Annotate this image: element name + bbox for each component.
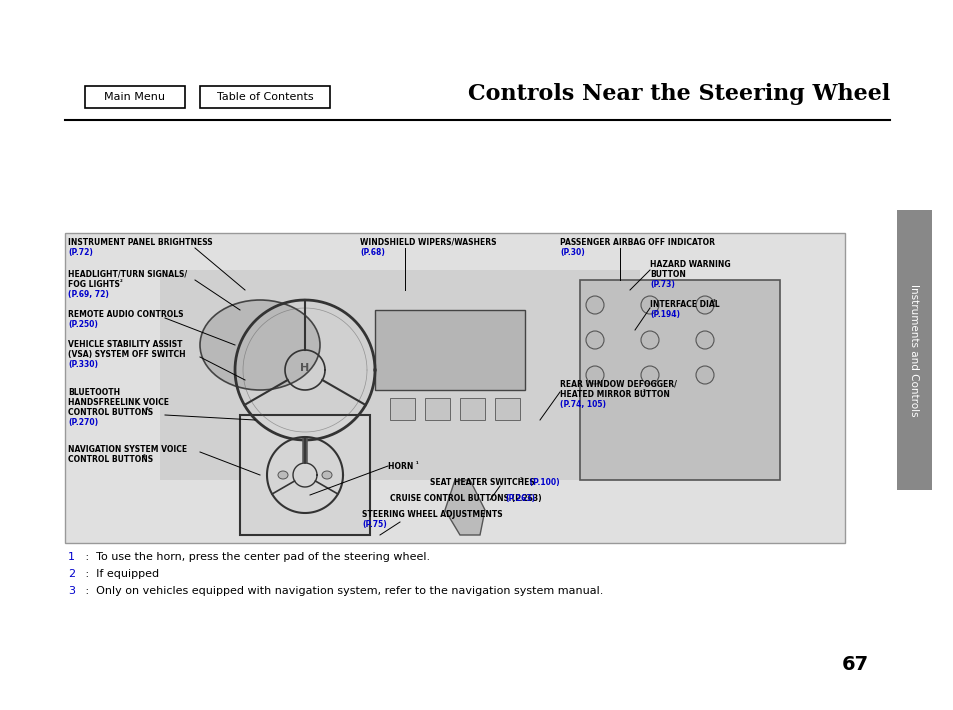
- Bar: [375, 310, 524, 390]
- Text: (P.74, 105): (P.74, 105): [559, 400, 605, 409]
- Text: CONTROL BUTTONS: CONTROL BUTTONS: [68, 455, 155, 464]
- Text: (P.68): (P.68): [359, 248, 384, 257]
- Bar: [390, 398, 415, 420]
- Text: PASSENGER AIRBAG OFF INDICATOR: PASSENGER AIRBAG OFF INDICATOR: [559, 238, 714, 247]
- Ellipse shape: [696, 296, 713, 314]
- Text: (P.75): (P.75): [361, 520, 386, 529]
- Text: Controls Near the Steering Wheel: Controls Near the Steering Wheel: [467, 83, 889, 105]
- Text: (P.194): (P.194): [649, 310, 679, 319]
- Ellipse shape: [640, 296, 659, 314]
- Text: ³: ³: [143, 455, 146, 460]
- Text: :  If equipped: : If equipped: [82, 569, 159, 579]
- Text: ²: ²: [519, 478, 522, 483]
- Text: (P.100): (P.100): [526, 478, 559, 487]
- Text: HEADLIGHT/TURN SIGNALS/: HEADLIGHT/TURN SIGNALS/: [68, 270, 187, 279]
- Text: REMOTE AUDIO CONTROLS: REMOTE AUDIO CONTROLS: [68, 310, 183, 319]
- Ellipse shape: [585, 366, 603, 384]
- Bar: [160, 270, 639, 480]
- Text: (P.69, 72): (P.69, 72): [68, 290, 109, 299]
- Bar: [459, 398, 484, 420]
- Text: CRUISE CONTROL BUTTONS (P.263): CRUISE CONTROL BUTTONS (P.263): [390, 494, 541, 503]
- Text: (P.72): (P.72): [68, 248, 92, 257]
- Bar: [896, 210, 931, 490]
- Ellipse shape: [277, 471, 288, 479]
- Bar: [240, 415, 370, 535]
- Text: BUTTON: BUTTON: [649, 270, 685, 279]
- Text: 67: 67: [841, 655, 867, 674]
- Ellipse shape: [640, 331, 659, 349]
- Bar: [65, 233, 844, 543]
- Text: INTERFACE DIAL: INTERFACE DIAL: [649, 300, 721, 309]
- Text: :  Only on vehicles equipped with navigation system, refer to the navigation sys: : Only on vehicles equipped with navigat…: [82, 586, 602, 596]
- Text: 2: 2: [68, 569, 75, 579]
- Ellipse shape: [322, 471, 332, 479]
- Text: CONTROL BUTTONS: CONTROL BUTTONS: [68, 408, 155, 417]
- Text: REAR WINDOW DEFOGGER/: REAR WINDOW DEFOGGER/: [559, 380, 677, 389]
- Ellipse shape: [585, 331, 603, 349]
- Bar: [424, 398, 450, 420]
- Text: FOG LIGHTS: FOG LIGHTS: [68, 280, 122, 289]
- Text: Table of Contents: Table of Contents: [216, 92, 313, 102]
- Ellipse shape: [640, 366, 659, 384]
- Ellipse shape: [200, 300, 319, 390]
- Text: SEAT HEATER SWITCHES: SEAT HEATER SWITCHES: [430, 478, 537, 487]
- Text: Main Menu: Main Menu: [105, 92, 165, 102]
- Text: :  To use the horn, press the center pad of the steering wheel.: : To use the horn, press the center pad …: [82, 552, 430, 562]
- Text: ²: ²: [146, 408, 149, 413]
- Text: WINDSHIELD WIPERS/WASHERS: WINDSHIELD WIPERS/WASHERS: [359, 238, 496, 247]
- Text: (P.73): (P.73): [649, 280, 674, 289]
- Text: (P.263): (P.263): [504, 494, 535, 503]
- Ellipse shape: [585, 296, 603, 314]
- Text: HEATED MIRROR BUTTON: HEATED MIRROR BUTTON: [559, 390, 672, 399]
- Text: HANDSFREELINK VOICE: HANDSFREELINK VOICE: [68, 398, 169, 407]
- Polygon shape: [444, 480, 484, 535]
- Text: 1: 1: [68, 552, 75, 562]
- Text: (P.270): (P.270): [68, 418, 98, 427]
- Text: ³: ³: [712, 300, 715, 305]
- Ellipse shape: [696, 331, 713, 349]
- Text: ²: ²: [642, 390, 645, 395]
- Text: HAZARD WARNING: HAZARD WARNING: [649, 260, 730, 269]
- Text: 3: 3: [68, 586, 75, 596]
- Text: H: H: [300, 363, 310, 373]
- Bar: [495, 398, 519, 420]
- Text: HORN: HORN: [388, 462, 416, 471]
- Text: (P.30): (P.30): [559, 248, 584, 257]
- Text: BLUETOOTH: BLUETOOTH: [68, 388, 120, 397]
- Text: ¹: ¹: [416, 462, 418, 467]
- Bar: [579, 280, 780, 480]
- Text: STEERING WHEEL ADJUSTMENTS: STEERING WHEEL ADJUSTMENTS: [361, 510, 502, 519]
- Text: (P.330): (P.330): [68, 360, 98, 369]
- Text: ²: ²: [120, 280, 123, 285]
- Text: (P.250): (P.250): [68, 320, 98, 329]
- Text: VEHICLE STABILITY ASSIST: VEHICLE STABILITY ASSIST: [68, 340, 182, 349]
- Text: (VSA) SYSTEM OFF SWITCH: (VSA) SYSTEM OFF SWITCH: [68, 350, 186, 359]
- Text: INSTRUMENT PANEL BRIGHTNESS: INSTRUMENT PANEL BRIGHTNESS: [68, 238, 213, 247]
- Ellipse shape: [696, 366, 713, 384]
- Bar: [200, 86, 330, 108]
- Bar: [85, 86, 185, 108]
- Text: NAVIGATION SYSTEM VOICE: NAVIGATION SYSTEM VOICE: [68, 445, 187, 454]
- Text: Instruments and Controls: Instruments and Controls: [908, 284, 919, 416]
